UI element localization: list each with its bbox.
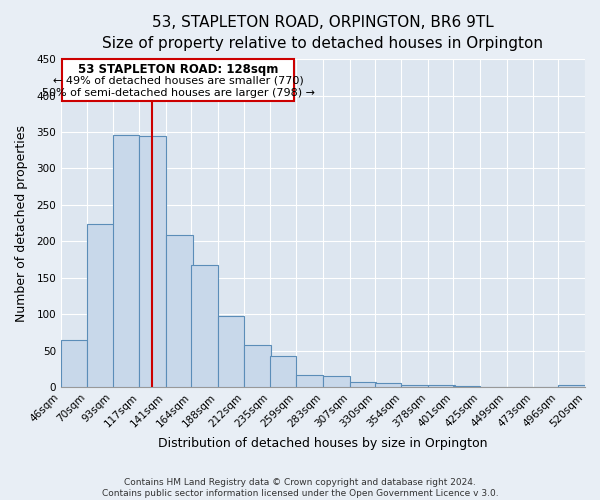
Text: 53 STAPLETON ROAD: 128sqm: 53 STAPLETON ROAD: 128sqm (78, 64, 278, 76)
Bar (375, 384, 401, 387)
X-axis label: Distribution of detached houses by size in Orpington: Distribution of detached houses by size … (158, 437, 488, 450)
Bar (139, 136, 166, 387)
Bar (270, 356, 296, 387)
Bar (113, 135, 139, 387)
Bar (61, 340, 88, 387)
Bar (323, 376, 350, 387)
Bar (350, 382, 376, 387)
Bar (244, 346, 271, 387)
Title: 53, STAPLETON ROAD, ORPINGTON, BR6 9TL
Size of property relative to detached hou: 53, STAPLETON ROAD, ORPINGTON, BR6 9TL S… (103, 15, 544, 51)
Bar (559, 386, 585, 387)
Bar (218, 316, 244, 387)
Bar (166, 234, 193, 387)
Text: ← 49% of detached houses are smaller (770): ← 49% of detached houses are smaller (77… (53, 76, 304, 86)
Y-axis label: Number of detached properties: Number of detached properties (15, 124, 28, 322)
Text: 50% of semi-detached houses are larger (798) →: 50% of semi-detached houses are larger (… (41, 88, 314, 99)
Bar (296, 376, 323, 387)
Bar (428, 386, 455, 387)
Text: Contains HM Land Registry data © Crown copyright and database right 2024.
Contai: Contains HM Land Registry data © Crown c… (101, 478, 499, 498)
Bar (88, 224, 114, 387)
Bar (191, 266, 218, 387)
Bar (454, 386, 480, 387)
Bar (401, 385, 428, 387)
FancyBboxPatch shape (62, 59, 294, 100)
